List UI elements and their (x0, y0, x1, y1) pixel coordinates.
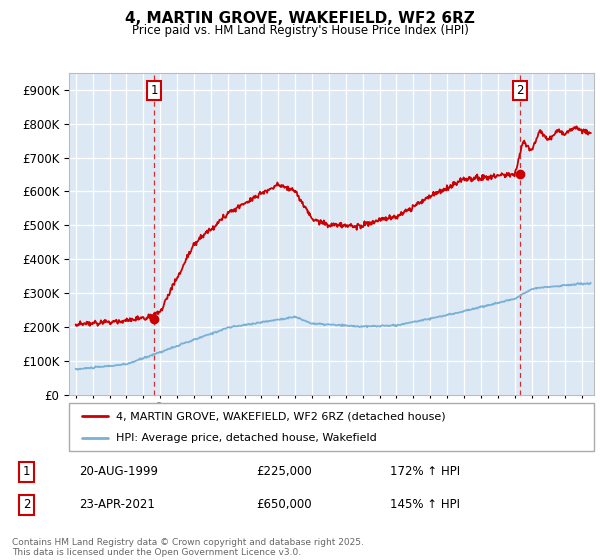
Text: HPI: Average price, detached house, Wakefield: HPI: Average price, detached house, Wake… (116, 433, 377, 443)
Text: 2: 2 (516, 84, 524, 97)
Text: 4, MARTIN GROVE, WAKEFIELD, WF2 6RZ: 4, MARTIN GROVE, WAKEFIELD, WF2 6RZ (125, 11, 475, 26)
FancyBboxPatch shape (69, 403, 594, 451)
Text: 2: 2 (23, 498, 30, 511)
Text: 1: 1 (23, 465, 30, 478)
Text: 172% ↑ HPI: 172% ↑ HPI (391, 465, 460, 478)
Text: 4, MARTIN GROVE, WAKEFIELD, WF2 6RZ (detached house): 4, MARTIN GROVE, WAKEFIELD, WF2 6RZ (det… (116, 411, 446, 421)
Text: Price paid vs. HM Land Registry's House Price Index (HPI): Price paid vs. HM Land Registry's House … (131, 24, 469, 36)
Text: 1: 1 (151, 84, 158, 97)
Text: 20-AUG-1999: 20-AUG-1999 (79, 465, 158, 478)
Text: Contains HM Land Registry data © Crown copyright and database right 2025.
This d: Contains HM Land Registry data © Crown c… (12, 538, 364, 557)
Text: £225,000: £225,000 (256, 465, 312, 478)
Text: 23-APR-2021: 23-APR-2021 (79, 498, 155, 511)
Text: 145% ↑ HPI: 145% ↑ HPI (391, 498, 460, 511)
Text: £650,000: £650,000 (256, 498, 312, 511)
